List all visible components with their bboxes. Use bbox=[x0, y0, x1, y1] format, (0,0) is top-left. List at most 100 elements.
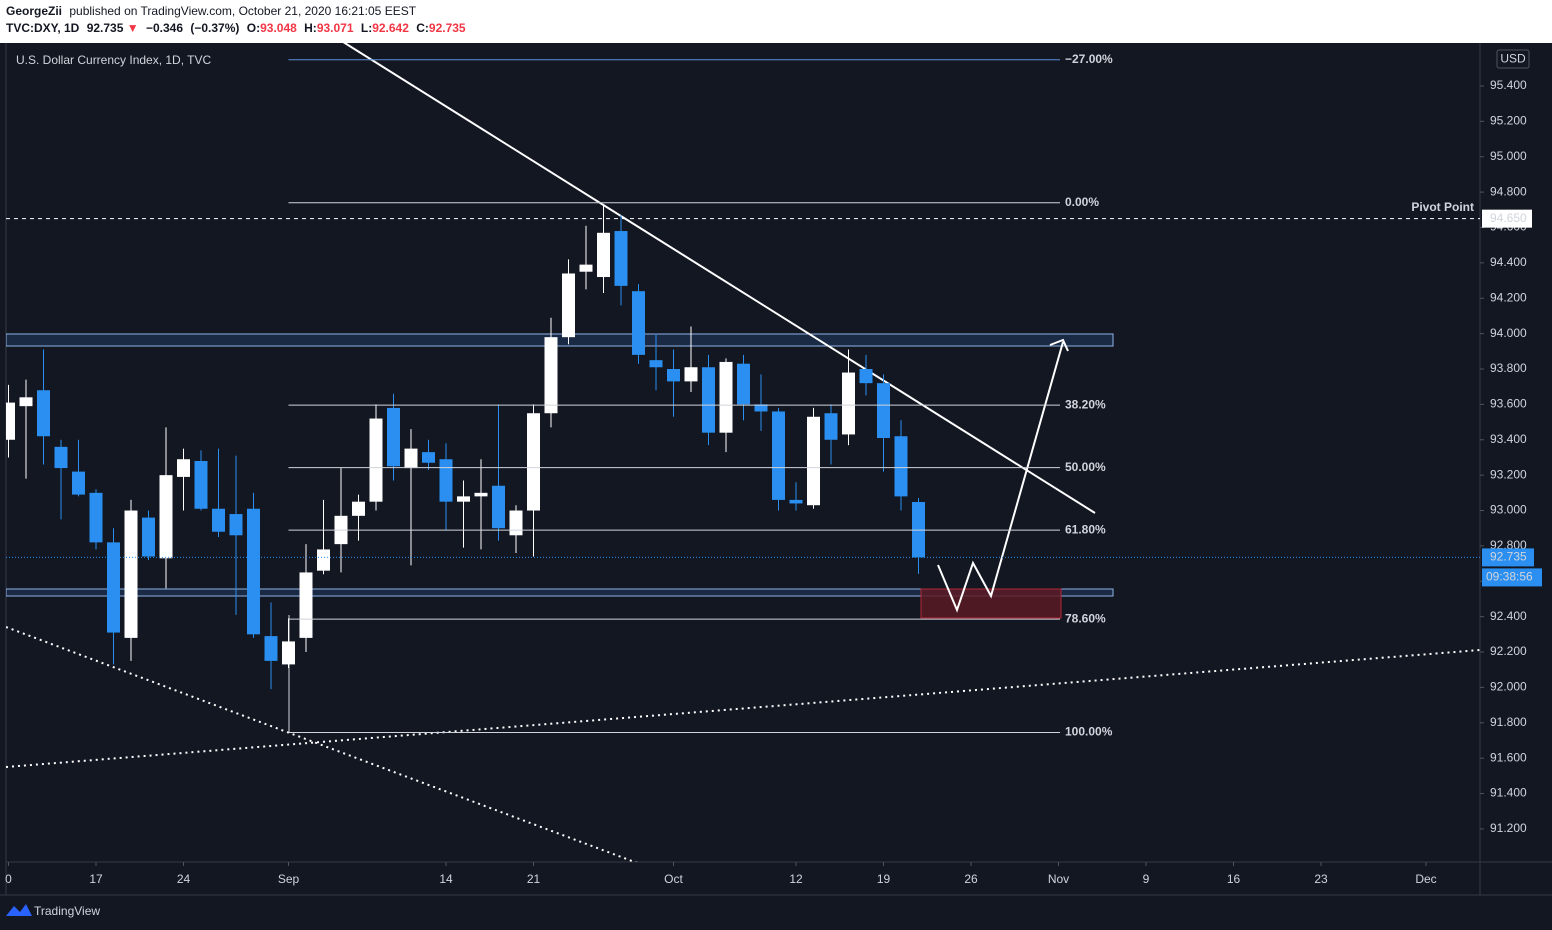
candle-body bbox=[194, 460, 208, 509]
y-tick-label: 94.400 bbox=[1490, 255, 1527, 269]
candle-body bbox=[824, 413, 838, 440]
x-tick-label: 19 bbox=[877, 872, 891, 886]
x-tick-label: 12 bbox=[789, 872, 803, 886]
candle-body bbox=[579, 264, 593, 272]
x-tick-label: Oct bbox=[664, 872, 683, 886]
y-tick-label: 92.200 bbox=[1490, 644, 1527, 658]
candle-body bbox=[142, 517, 155, 557]
candle-body bbox=[107, 542, 120, 633]
y-tick-label: 95.400 bbox=[1490, 78, 1527, 92]
fib-label: 61.80% bbox=[1065, 522, 1106, 536]
candle-body bbox=[492, 485, 505, 529]
candles bbox=[6, 204, 925, 690]
y-tick-label: 92.400 bbox=[1490, 609, 1527, 623]
fib-label: 50.00% bbox=[1065, 460, 1106, 474]
candle-body bbox=[37, 390, 50, 437]
candle-body bbox=[299, 572, 313, 638]
y-tick-label: 93.200 bbox=[1490, 467, 1527, 481]
candle-body bbox=[89, 492, 103, 543]
x-tick-label: 9 bbox=[1143, 872, 1150, 886]
open-value: 93.048 bbox=[260, 21, 297, 35]
candle-body bbox=[859, 369, 873, 384]
trendline bbox=[342, 43, 1096, 514]
x-tick-label: 17 bbox=[89, 872, 103, 886]
candle-body bbox=[737, 363, 750, 405]
candle-body bbox=[387, 407, 400, 467]
x-tick-label: 21 bbox=[527, 872, 541, 886]
x-tick-label: Dec bbox=[1415, 872, 1436, 886]
change: −0.346 bbox=[146, 21, 183, 35]
fib-label: 78.60% bbox=[1065, 611, 1106, 625]
close-label: C: bbox=[416, 21, 429, 35]
x-tick-label: 14 bbox=[439, 872, 453, 886]
change-pct: (−0.37%) bbox=[190, 21, 239, 35]
last-price: 92.735 bbox=[87, 21, 124, 35]
x-tick-label: 16 bbox=[1227, 872, 1241, 886]
fib-label: −27.00% bbox=[1065, 52, 1113, 66]
candle-body bbox=[842, 372, 855, 435]
x-tick-label: 24 bbox=[177, 872, 191, 886]
y-tick-label: 92.000 bbox=[1490, 680, 1527, 694]
candle-body bbox=[212, 508, 225, 532]
y-tick-label: 91.800 bbox=[1490, 715, 1527, 729]
candle-body bbox=[649, 360, 663, 368]
header-line: GeorgeZii published on TradingView.com, … bbox=[6, 4, 417, 18]
countdown-box bbox=[1482, 568, 1542, 587]
dotted-trendline bbox=[6, 649, 1480, 768]
candle-body bbox=[264, 636, 278, 661]
symbol: TVC:DXY, 1D bbox=[6, 21, 80, 35]
y-tick-label: 95.200 bbox=[1490, 114, 1527, 128]
header-bg bbox=[0, 0, 1552, 43]
low-label: L: bbox=[361, 21, 372, 35]
dotted-trendline bbox=[6, 626, 638, 862]
y-tick-label: 91.600 bbox=[1490, 750, 1527, 764]
y-tick-label: 91.200 bbox=[1490, 821, 1527, 835]
published: published on TradingView.com, October 21… bbox=[69, 4, 416, 18]
x-tick-label: 26 bbox=[964, 872, 978, 886]
y-tick-label: 94.200 bbox=[1490, 290, 1527, 304]
candle-body bbox=[54, 446, 68, 469]
currency: USD bbox=[1500, 52, 1526, 66]
author: GeorgeZii bbox=[6, 4, 62, 18]
candle-body bbox=[667, 369, 680, 382]
open-label: O: bbox=[247, 21, 260, 35]
candle-body bbox=[369, 418, 383, 502]
candle-body bbox=[124, 510, 138, 638]
currency-box bbox=[1496, 49, 1530, 69]
candle-body bbox=[439, 459, 453, 502]
candle-body bbox=[754, 404, 768, 412]
x-tick-label: 0 bbox=[5, 872, 12, 886]
pivot-value: 94.650 bbox=[1490, 211, 1527, 225]
y-tick-label: 93.800 bbox=[1490, 361, 1527, 375]
y-tick-label: 95.000 bbox=[1490, 149, 1527, 163]
candle-body bbox=[719, 361, 733, 433]
high-label: H: bbox=[304, 21, 317, 35]
logo bbox=[6, 904, 32, 916]
candle-body bbox=[597, 232, 610, 278]
candle-body bbox=[72, 471, 85, 495]
candle-body bbox=[422, 452, 435, 463]
last-price-box bbox=[1482, 548, 1534, 567]
direction: ▼ bbox=[127, 21, 139, 35]
candle-body bbox=[527, 413, 540, 511]
candle-body bbox=[772, 411, 785, 500]
candle-body bbox=[614, 231, 628, 286]
pivot-box bbox=[1482, 209, 1532, 228]
candle-body bbox=[159, 475, 173, 559]
drawings bbox=[6, 43, 1480, 862]
countdown: 09:38:56 bbox=[1486, 570, 1533, 584]
candle-body bbox=[562, 273, 575, 338]
y-tick-label: 93.400 bbox=[1490, 432, 1527, 446]
candle-body bbox=[474, 492, 488, 497]
y-tick-label: 94.000 bbox=[1490, 326, 1527, 340]
fib-label: 38.20% bbox=[1065, 397, 1106, 411]
candle-body bbox=[632, 291, 645, 355]
footer: TradingView bbox=[6, 904, 100, 918]
candle-body bbox=[544, 337, 558, 414]
candle-body bbox=[807, 416, 820, 506]
pivot-label: Pivot Point bbox=[1411, 200, 1474, 214]
symbol-line: TVC:DXY, 1D 92.735 ▼ −0.346 (−0.37%) O:9… bbox=[6, 21, 466, 35]
x-tick-label: 23 bbox=[1314, 872, 1328, 886]
